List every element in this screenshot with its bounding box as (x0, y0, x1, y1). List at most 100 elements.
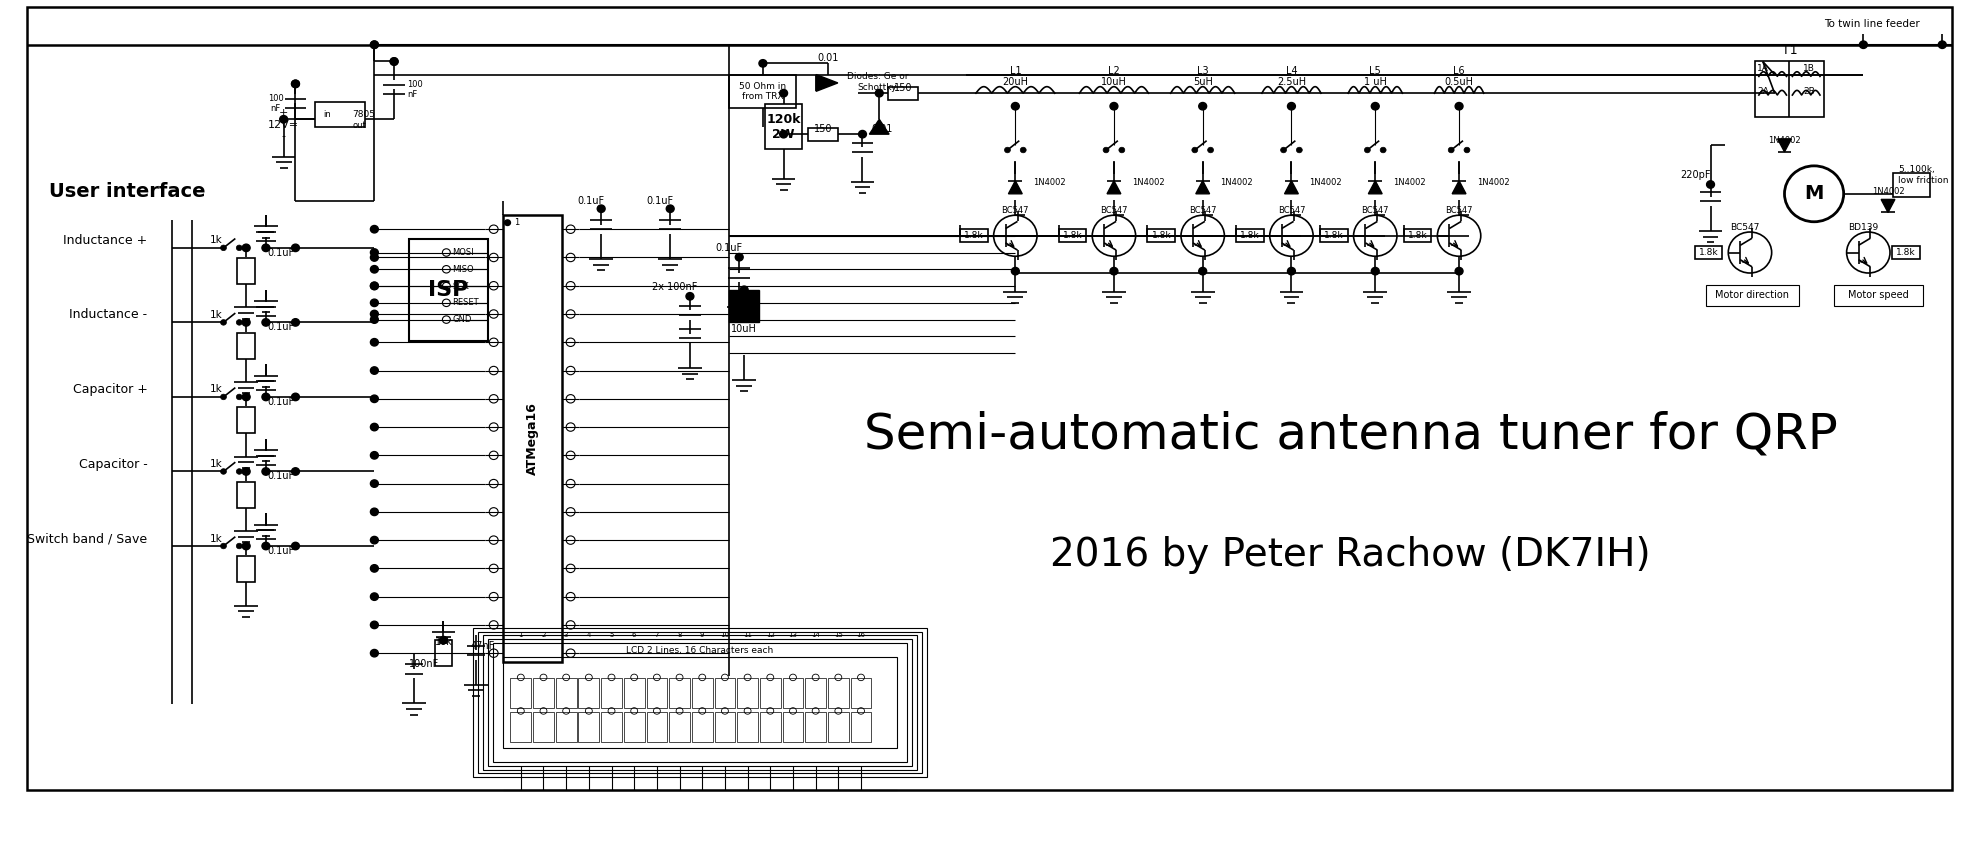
Bar (730, 74, 797, 108)
Bar (888, 86, 917, 99)
Text: 2: 2 (541, 633, 545, 639)
Text: Capacitor +: Capacitor + (73, 383, 148, 396)
Bar (783, 712, 803, 741)
Text: 47nF: 47nF (470, 641, 496, 651)
Bar (760, 678, 781, 708)
Circle shape (262, 467, 270, 475)
Bar (579, 678, 598, 708)
Bar (1694, 246, 1722, 259)
Circle shape (370, 316, 378, 324)
Bar (435, 640, 453, 666)
Circle shape (370, 508, 378, 515)
Circle shape (291, 393, 299, 401)
Polygon shape (1881, 199, 1895, 212)
Circle shape (667, 205, 675, 212)
Circle shape (1448, 147, 1454, 153)
Text: 0.1uF: 0.1uF (268, 545, 295, 556)
Circle shape (262, 543, 270, 550)
Polygon shape (1285, 181, 1299, 193)
Circle shape (370, 650, 378, 657)
Text: 1: 1 (514, 218, 520, 227)
Circle shape (1380, 147, 1385, 153)
Circle shape (1454, 267, 1462, 275)
Bar (488, 639, 911, 766)
Text: 13: 13 (789, 633, 797, 639)
Text: L6
0.5uH: L6 0.5uH (1445, 66, 1474, 87)
Text: out: out (352, 122, 366, 130)
Bar (669, 712, 691, 741)
Circle shape (1287, 267, 1295, 275)
Text: 1N4002: 1N4002 (1872, 187, 1905, 196)
Bar (714, 712, 736, 741)
Text: BC547: BC547 (1002, 206, 1029, 215)
Text: 0.1uF: 0.1uF (579, 196, 604, 206)
Text: 100
nF: 100 nF (407, 80, 423, 99)
Bar (1059, 229, 1086, 242)
Text: 10uH: 10uH (732, 324, 758, 334)
Polygon shape (1777, 139, 1791, 152)
Circle shape (740, 286, 748, 294)
Bar (1403, 229, 1431, 242)
Polygon shape (1197, 181, 1210, 193)
Text: 1k: 1k (211, 459, 222, 469)
Bar (510, 678, 531, 708)
Circle shape (390, 57, 398, 65)
Text: L5
1 uH: L5 1 uH (1364, 66, 1387, 87)
Text: 2016 by Peter Rachow (DK7IH): 2016 by Peter Rachow (DK7IH) (1051, 537, 1651, 574)
Text: BD139: BD139 (1848, 223, 1879, 232)
Circle shape (370, 621, 378, 628)
Text: 2x 100nF: 2x 100nF (653, 282, 699, 292)
Text: 12: 12 (766, 633, 775, 639)
Bar (783, 678, 803, 708)
Text: RESET: RESET (453, 299, 478, 307)
Circle shape (236, 394, 242, 400)
Circle shape (370, 452, 378, 459)
Circle shape (370, 565, 378, 572)
Text: 5: 5 (610, 633, 614, 639)
Circle shape (242, 393, 250, 401)
Text: 1k: 1k (211, 384, 222, 395)
Bar (238, 482, 256, 508)
Circle shape (262, 244, 270, 252)
Bar (624, 678, 646, 708)
Circle shape (1706, 181, 1714, 188)
Circle shape (1012, 103, 1019, 110)
Bar (760, 712, 781, 741)
Bar (1147, 229, 1175, 242)
Bar (478, 632, 921, 773)
Circle shape (1287, 103, 1295, 110)
Text: 12V=: 12V= (268, 120, 299, 130)
Text: 7805: 7805 (352, 110, 376, 119)
Text: +: + (279, 108, 289, 118)
Bar (1891, 246, 1919, 259)
Text: 1.8k: 1.8k (1698, 248, 1718, 257)
Text: 5..100k,
low friction: 5..100k, low friction (1897, 165, 1948, 185)
Circle shape (1004, 147, 1010, 153)
Circle shape (876, 89, 884, 97)
Circle shape (1199, 267, 1206, 275)
Text: 0.1uF: 0.1uF (268, 471, 295, 481)
Bar (766, 104, 803, 149)
Circle shape (370, 338, 378, 346)
Bar (502, 657, 897, 748)
Bar (555, 678, 577, 708)
Text: 50 Ohm in
from TRX: 50 Ohm in from TRX (740, 81, 787, 101)
Text: 1.8k: 1.8k (964, 231, 984, 241)
Bar (714, 678, 736, 708)
Text: User interface: User interface (49, 182, 205, 201)
Text: L1
20uH: L1 20uH (1002, 66, 1029, 87)
Circle shape (236, 245, 242, 251)
Text: 1N4002: 1N4002 (1476, 178, 1509, 187)
Circle shape (291, 80, 299, 87)
Circle shape (1372, 267, 1380, 275)
Circle shape (1110, 267, 1118, 275)
Text: ATMega16: ATMega16 (525, 402, 539, 475)
Text: 0.1uF: 0.1uF (647, 196, 673, 206)
Circle shape (220, 469, 226, 474)
Bar (1321, 229, 1348, 242)
Text: 4: 4 (586, 633, 590, 639)
Bar (1706, 285, 1799, 306)
Circle shape (370, 593, 378, 600)
Circle shape (736, 253, 744, 261)
Circle shape (779, 130, 787, 138)
